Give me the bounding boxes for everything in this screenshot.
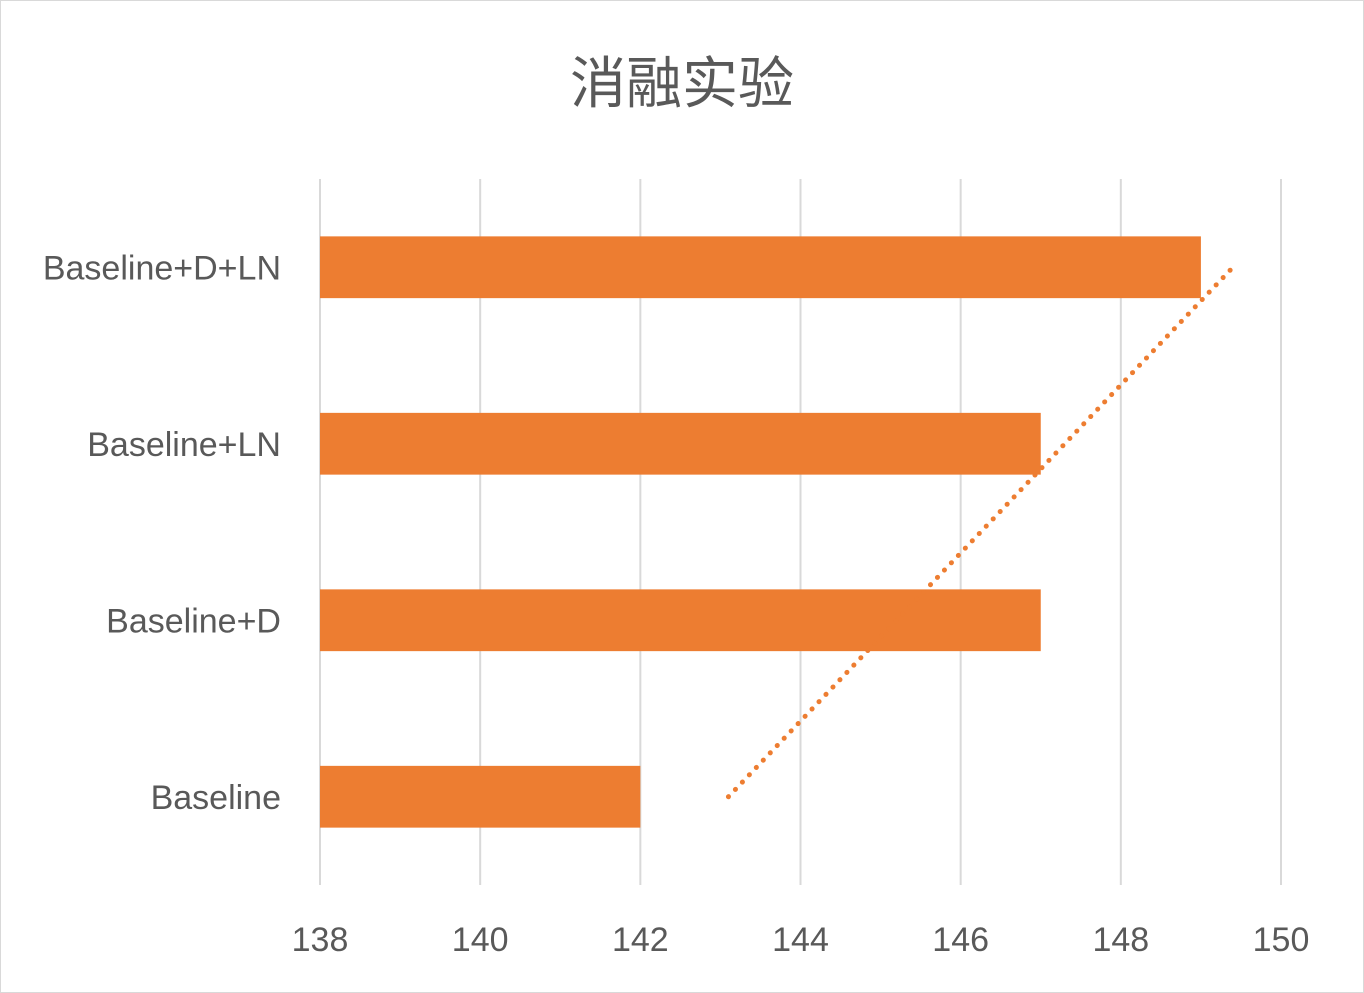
x-tick-label: 144 xyxy=(772,921,829,959)
x-tick-label: 150 xyxy=(1253,921,1310,959)
bar xyxy=(320,412,1041,475)
x-tick-label: 142 xyxy=(612,921,669,959)
category-label: Baseline xyxy=(151,779,281,817)
chart-title: 消融实验 xyxy=(570,52,794,117)
category-label: Baseline+LN xyxy=(87,426,281,464)
category-label: Baseline+D xyxy=(106,602,281,640)
bar xyxy=(320,589,1041,652)
trendline xyxy=(725,264,1236,800)
category-label: Baseline+D+LN xyxy=(43,249,281,287)
bar xyxy=(320,236,1201,299)
x-tick-label: 140 xyxy=(452,921,509,959)
x-tick-label: 138 xyxy=(292,921,349,959)
bar xyxy=(320,765,641,828)
x-tick-label: 146 xyxy=(932,921,989,959)
x-tick-label: 148 xyxy=(1092,921,1149,959)
